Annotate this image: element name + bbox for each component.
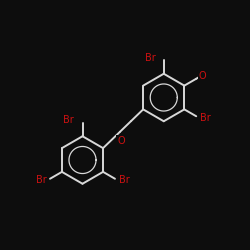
Text: Br: Br bbox=[200, 112, 211, 122]
Text: O: O bbox=[199, 71, 206, 81]
Text: Br: Br bbox=[36, 175, 46, 185]
Text: Br: Br bbox=[63, 115, 74, 125]
Text: Br: Br bbox=[146, 52, 156, 62]
Text: Br: Br bbox=[119, 175, 130, 185]
Text: O: O bbox=[117, 136, 125, 145]
